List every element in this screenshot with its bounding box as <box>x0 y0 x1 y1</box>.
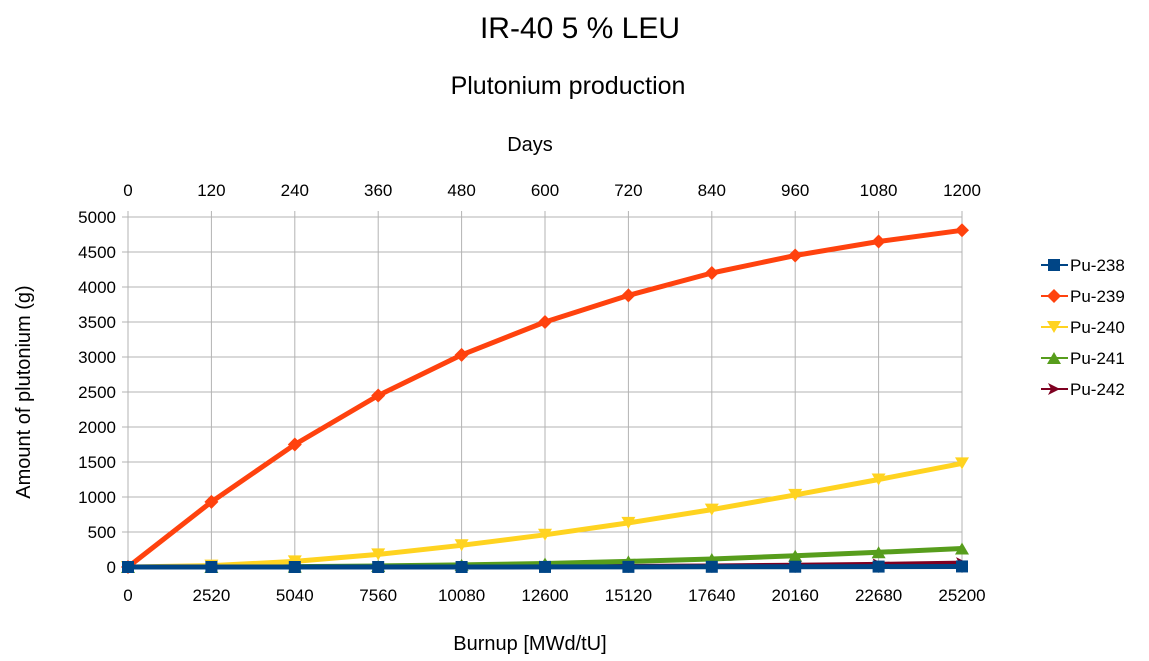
x-tick-label: 2520 <box>192 586 230 605</box>
data-point-Pu-240 <box>955 457 969 470</box>
x-tick-label: 17640 <box>688 586 735 605</box>
x-axis-label: Burnup [MWd/tU] <box>453 633 606 655</box>
data-point-Pu-241 <box>871 546 886 559</box>
y-tick-label: 0 <box>107 558 116 577</box>
y-axis-label: Amount of plutonium (g) <box>13 285 35 498</box>
y-tick-label: 500 <box>88 523 116 542</box>
legend-item-Pu-238: Pu-238 <box>1041 256 1125 275</box>
data-point-Pu-238 <box>539 560 551 573</box>
series-Pu-238 <box>122 560 968 573</box>
top-axis-label: Days <box>507 134 553 156</box>
data-point-Pu-240 <box>538 528 552 541</box>
legend-label: Pu-241 <box>1070 349 1125 368</box>
data-point-Pu-239 <box>287 437 302 452</box>
x-tick-label: 0 <box>123 586 132 605</box>
x-tick-label: 7560 <box>359 586 397 605</box>
data-point-Pu-241 <box>788 549 803 562</box>
data-point-Pu-239 <box>704 266 719 280</box>
data-point-Pu-238 <box>622 560 635 573</box>
top-tick-label: 0 <box>123 181 132 200</box>
top-tick-labels: 0 120 240 360 480 600 720 840 960 1080 1200 <box>123 181 981 200</box>
grid <box>122 211 963 573</box>
data-point-Pu-239 <box>371 388 386 403</box>
legend-marker <box>1048 259 1060 271</box>
data-point-Pu-239 <box>538 315 552 329</box>
x-tick-label: 25200 <box>938 586 985 605</box>
legend-marker <box>1047 321 1061 333</box>
data-point-Pu-240 <box>871 473 886 486</box>
top-tick-label: 240 <box>281 181 309 200</box>
data-point-Pu-238 <box>205 561 218 573</box>
data-point-Pu-240 <box>454 539 469 552</box>
top-tick-label: 840 <box>698 181 726 200</box>
chart-subtitle: Plutonium production <box>451 72 686 100</box>
legend-item-Pu-240: Pu-240 <box>1041 318 1125 337</box>
data-point-Pu-239 <box>204 494 219 509</box>
data-point-Pu-239 <box>621 288 636 303</box>
x-tick-label: 12600 <box>521 586 568 605</box>
legend-marker <box>1047 352 1061 364</box>
x-tick-label: 20160 <box>772 586 819 605</box>
x-tick-label: 15120 <box>605 586 652 605</box>
chart-title: IR-40 5 % LEU <box>480 12 680 45</box>
y-tick-label: 5000 <box>78 208 116 227</box>
y-tick-label: 1000 <box>78 488 116 507</box>
top-tick-label: 600 <box>531 181 559 200</box>
top-tick-label: 960 <box>781 181 809 200</box>
y-tick-label: 2000 <box>78 418 116 437</box>
legend-marker <box>1047 289 1061 303</box>
x-tick-label: 5040 <box>276 586 314 605</box>
y-tick-label: 4500 <box>78 243 116 262</box>
top-tick-label: 120 <box>197 181 225 200</box>
legend-item-Pu-242: Pu-242 <box>1041 380 1125 399</box>
series-layer <box>121 223 969 574</box>
y-tick-label: 2500 <box>78 383 116 402</box>
data-point-Pu-240 <box>704 503 719 516</box>
legend-label: Pu-238 <box>1070 256 1125 275</box>
y-tick-label: 1500 <box>78 453 116 472</box>
x-tick-label: 10080 <box>438 586 485 605</box>
data-point-Pu-238 <box>122 561 134 573</box>
legend: Pu-238 Pu-239 Pu-240 Pu-241 Pu-242 <box>1041 256 1125 399</box>
top-tick-label: 480 <box>447 181 475 200</box>
legend-label: Pu-239 <box>1070 287 1125 306</box>
data-point-Pu-238 <box>872 560 885 573</box>
data-point-Pu-240 <box>371 548 386 561</box>
y-tick-label: 4000 <box>78 278 116 297</box>
legend-label: Pu-240 <box>1070 318 1125 337</box>
data-point-Pu-238 <box>288 561 301 573</box>
data-point-Pu-238 <box>789 560 802 573</box>
data-point-Pu-238 <box>372 561 385 573</box>
data-point-Pu-238 <box>455 561 468 573</box>
top-tick-label: 360 <box>364 181 392 200</box>
legend-item-Pu-239: Pu-239 <box>1041 287 1125 306</box>
top-tick-label: 1080 <box>860 181 898 200</box>
data-point-Pu-240 <box>788 488 803 501</box>
y-tick-labels: 0 500 1000 1500 2000 2500 3000 3500 4000 4500 5000 <box>78 208 116 577</box>
y-tick-label: 3500 <box>78 313 116 332</box>
data-point-Pu-240 <box>621 516 636 529</box>
data-point-Pu-239 <box>454 347 469 362</box>
legend-marker <box>1048 383 1060 395</box>
legend-item-Pu-241: Pu-241 <box>1041 349 1125 368</box>
top-tick-label: 1200 <box>943 181 981 200</box>
y-tick-label: 3000 <box>78 348 116 367</box>
x-tick-label: 22680 <box>855 586 902 605</box>
data-point-Pu-238 <box>956 560 968 573</box>
x-tick-labels: 0 2520 5040 7560 10080 12600 15120 17640 20160 22… <box>123 586 985 605</box>
data-point-Pu-241 <box>955 542 969 555</box>
data-point-Pu-238 <box>705 560 718 573</box>
data-point-Pu-239 <box>871 234 886 249</box>
top-tick-label: 720 <box>614 181 642 200</box>
data-point-Pu-239 <box>788 248 803 263</box>
data-point-Pu-239 <box>955 223 969 238</box>
legend-label: Pu-242 <box>1070 380 1125 399</box>
